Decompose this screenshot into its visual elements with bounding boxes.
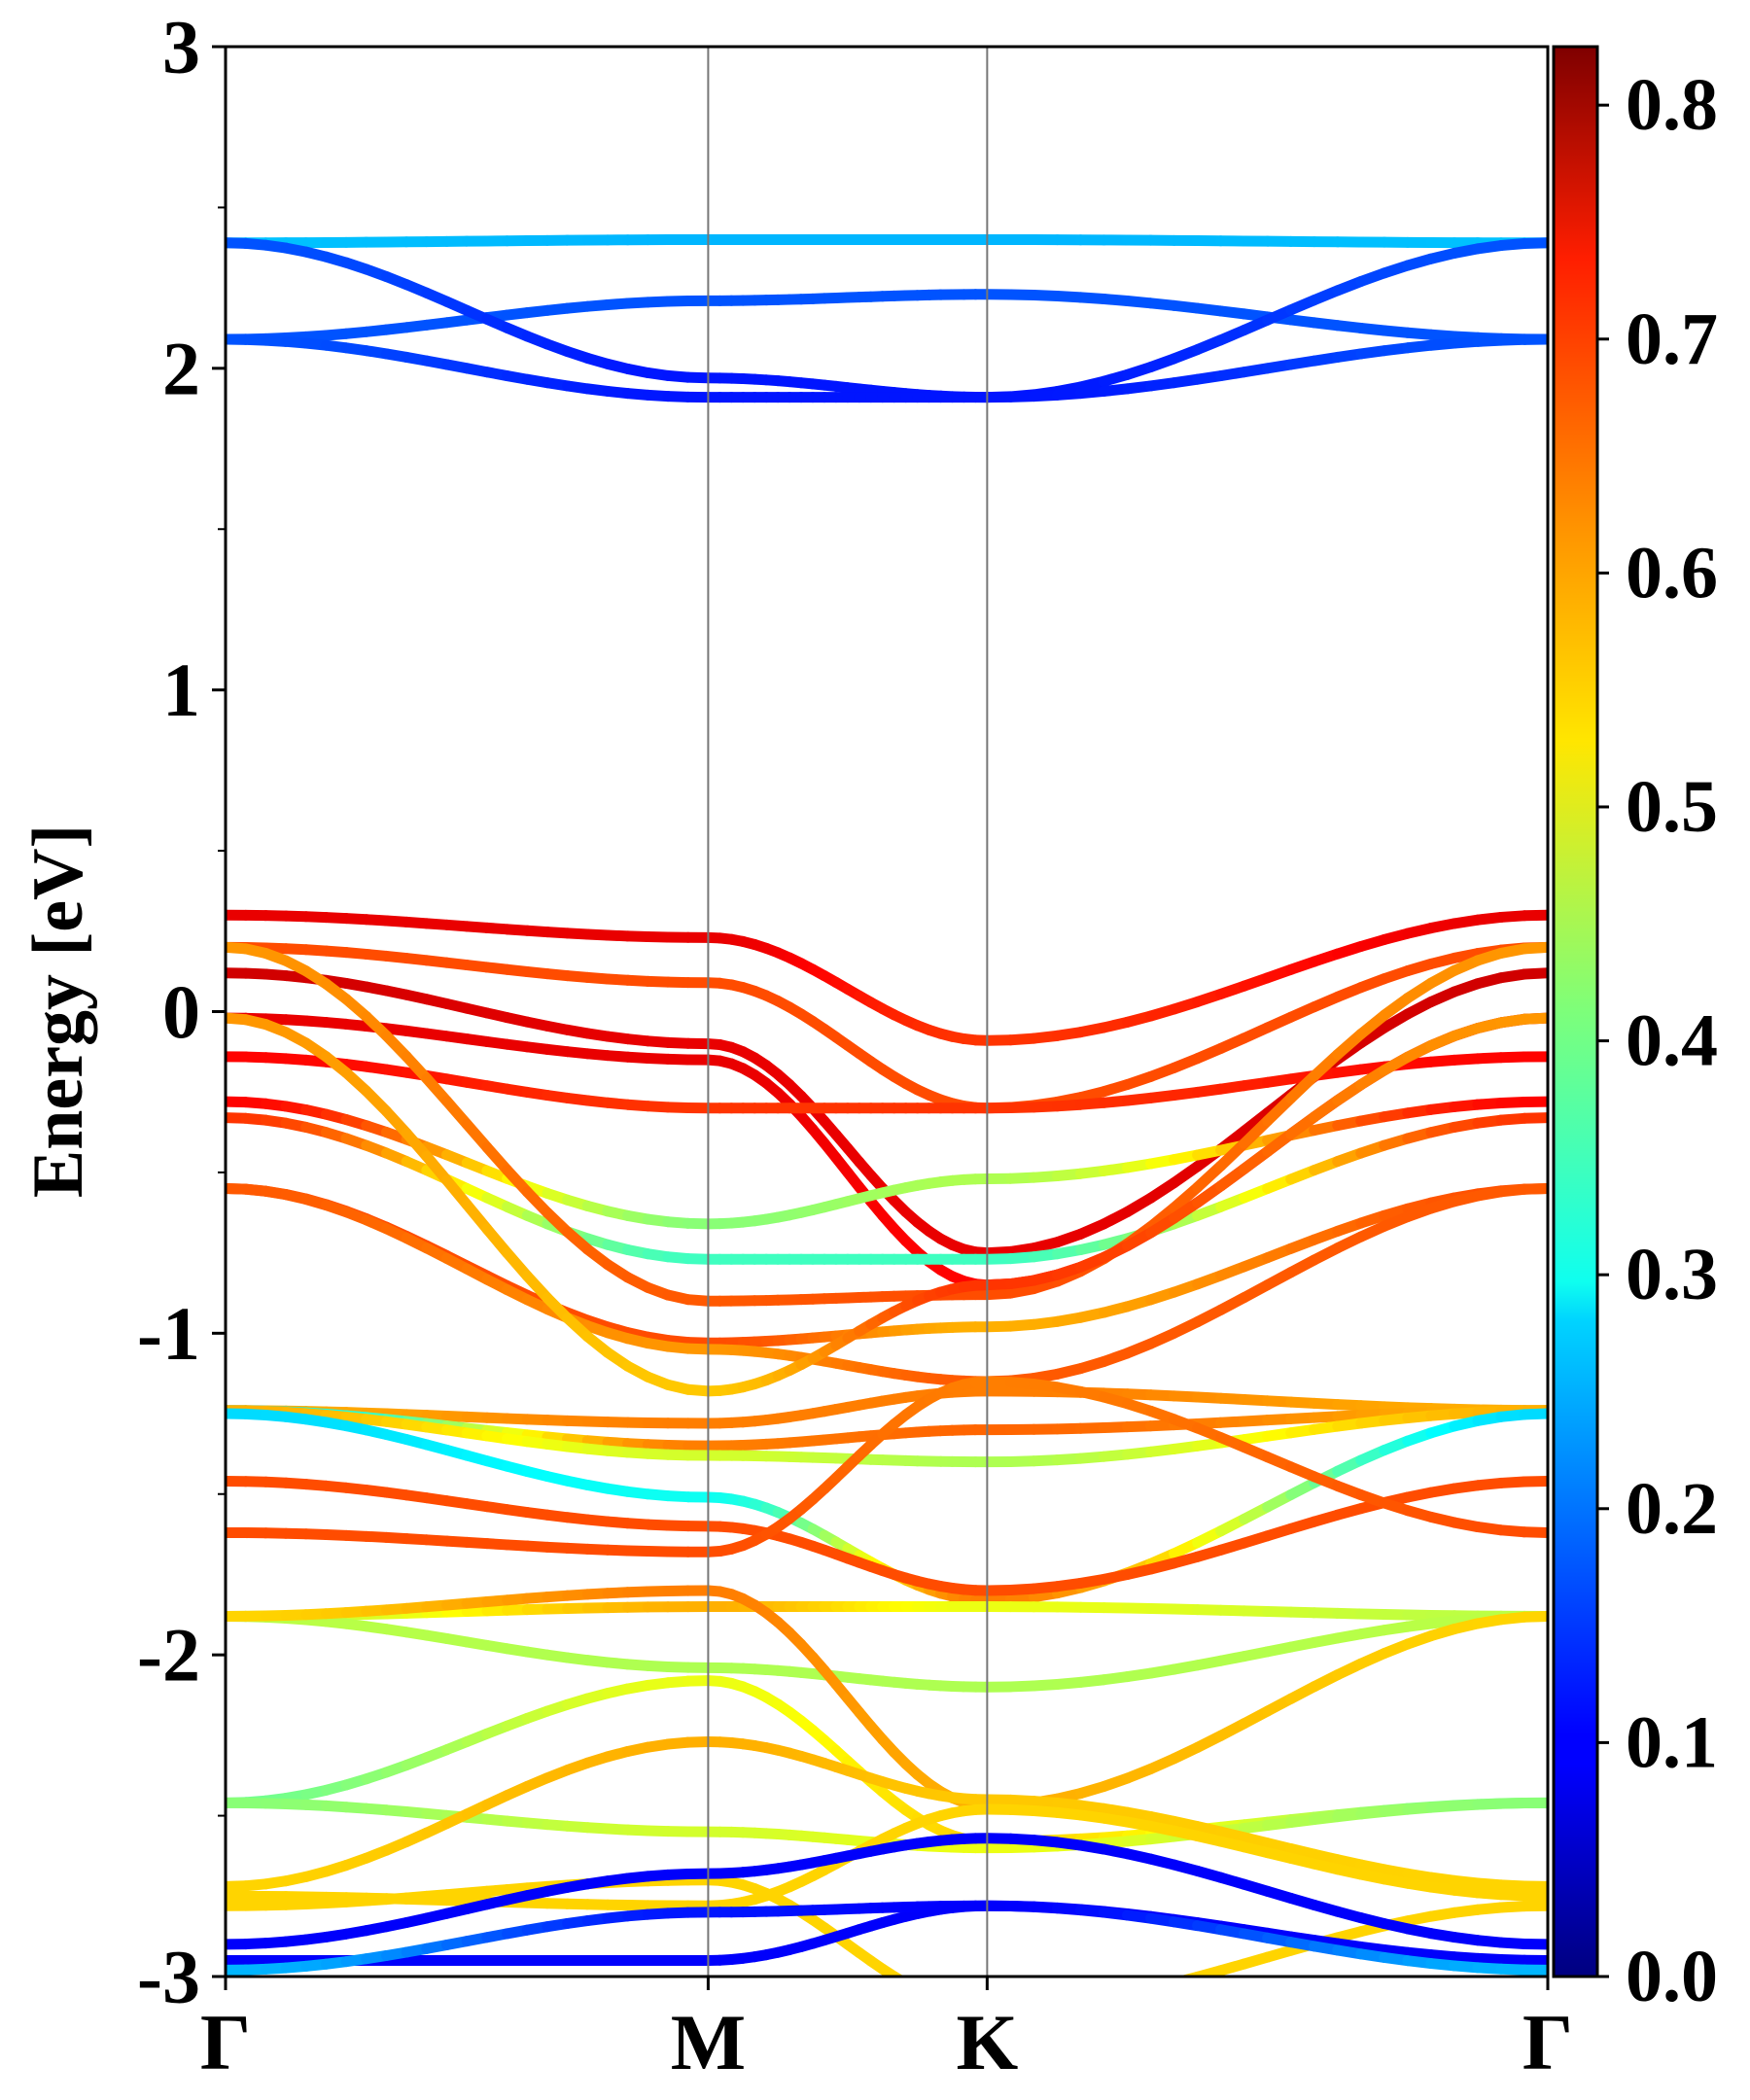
- band-segment: [1239, 1115, 1274, 1149]
- kpoint-label: Γ: [200, 1998, 251, 2086]
- kpoint-label: M: [671, 1998, 746, 2086]
- band-line: [226, 1385, 1548, 1429]
- colorbar-tick-label: 0.1: [1626, 1701, 1718, 1783]
- y-tick-label: -2: [137, 1613, 200, 1698]
- band-segment: [1519, 909, 1548, 922]
- band-line: [226, 234, 1548, 249]
- band-line: [226, 941, 1548, 1307]
- y-tick-label: 0: [162, 969, 200, 1054]
- band-segment: [1151, 1983, 1174, 1989]
- band-line: [226, 1096, 1548, 1230]
- colorbar-tick-label: 0.8: [1626, 64, 1718, 146]
- band-line: [226, 1585, 1548, 1812]
- bands-layer: [226, 234, 1548, 2007]
- colorbar-tick-label: 0.5: [1626, 766, 1718, 848]
- band-segment: [1285, 1070, 1320, 1104]
- band-line: [226, 1051, 1548, 1114]
- band-segment: [1262, 1093, 1297, 1127]
- band-segment: [1215, 1138, 1250, 1172]
- high-symmetry-lines: [707, 47, 989, 1977]
- band-line: [226, 289, 1548, 345]
- y-tick-label: 2: [162, 326, 200, 410]
- band-segment: [941, 2000, 953, 2004]
- y-tick-label: 1: [162, 648, 200, 732]
- band-line: [226, 1900, 1548, 1976]
- band-segment: [1519, 1182, 1548, 1195]
- band-line: [226, 1610, 1548, 1693]
- band-segment: [1519, 941, 1548, 955]
- band-segment: [1033, 2005, 1057, 2007]
- colorbar-tick-label: 0.0: [1626, 1936, 1718, 2017]
- colorbar-tick-label: 0.6: [1626, 532, 1718, 613]
- y-tick-label: 3: [162, 5, 200, 89]
- band-segment: [929, 1995, 941, 2000]
- band-line: [226, 941, 1548, 1114]
- band-line: [226, 1874, 1548, 2007]
- band-line: [226, 1476, 1548, 1596]
- kpoint-label: Γ: [1522, 1998, 1573, 2086]
- band-line: [226, 333, 1548, 403]
- band-segment: [1519, 1610, 1548, 1623]
- colorbar-tick-label: 0.3: [1626, 1234, 1718, 1315]
- y-tick-label: -1: [137, 1291, 200, 1376]
- band-line: [226, 1833, 1548, 1950]
- colorbar-tick-label: 0.7: [1626, 298, 1718, 380]
- colorbar-ticks: 0.0 0.1 0.2 0.3 0.4 0.5 0.6 0.7 0.8: [1597, 64, 1718, 2017]
- band-segment: [1519, 967, 1548, 980]
- band-segment: [1519, 237, 1548, 249]
- band-line: [226, 1735, 1548, 1892]
- band-line: [226, 1797, 1548, 1854]
- band-segment: [918, 1990, 929, 1996]
- colorbar-gradient: [1552, 45, 1599, 1978]
- band-segment: [1057, 2002, 1080, 2005]
- y-tick-label: -3: [137, 1935, 200, 2019]
- y-axis-label: Energy [eV]: [18, 824, 98, 1198]
- band-segment: [1519, 1408, 1548, 1420]
- band-segment: [1519, 1112, 1548, 1124]
- band-segment: [1128, 1988, 1151, 1993]
- band-line: [226, 237, 1548, 403]
- band-segment: [1103, 1994, 1127, 1999]
- kpoint-label: K: [956, 1998, 1018, 2086]
- y-axis-ticks: 3 2 1 0 -1 -2 -3: [137, 5, 226, 2019]
- colorbar-tick-label: 0.4: [1626, 1000, 1718, 1082]
- band-line: [226, 909, 1548, 1046]
- band-segment: [906, 1983, 918, 1990]
- band-segment: [1080, 1998, 1103, 2002]
- band-line: [226, 1012, 1548, 1397]
- band-line: [226, 1376, 1548, 1558]
- colorbar-tick-label: 0.2: [1626, 1468, 1718, 1550]
- band-segment: [1519, 1012, 1548, 1025]
- band-segment: [1519, 1526, 1548, 1538]
- band-line: [226, 1803, 1548, 1911]
- colorbar: 0.0 0.1 0.2 0.3 0.4 0.5 0.6 0.7 0.8: [1552, 45, 1718, 2017]
